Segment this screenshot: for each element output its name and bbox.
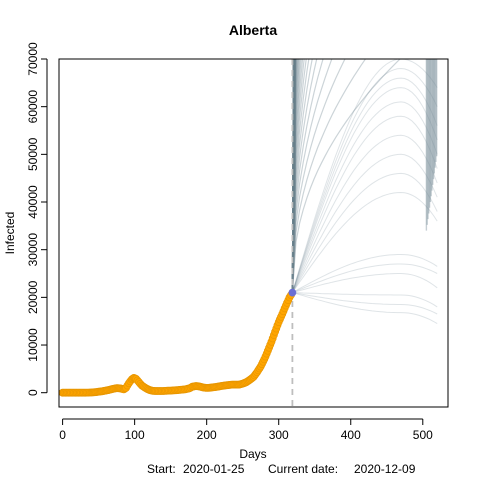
forecast-trajectory xyxy=(291,59,333,293)
x-tick-label: 200 xyxy=(197,428,217,442)
forecast-trajectory xyxy=(291,59,318,293)
plot-frame xyxy=(58,58,449,408)
y-tick-label: 30000 xyxy=(26,233,40,267)
y-tick-label: 70000 xyxy=(26,42,40,76)
forecast-trajectory xyxy=(291,153,438,293)
forecast-trajectory xyxy=(291,59,346,293)
y-axis: 0 10000 20000 30000 40000 50000 60000 70000 xyxy=(26,42,48,396)
forecast-trajectory xyxy=(291,191,438,293)
forecast-trajectory xyxy=(291,134,438,293)
x-axis-label: Days xyxy=(239,447,266,461)
footer-start-date: 2020-01-25 xyxy=(183,462,245,476)
forecast-trajectory xyxy=(292,292,438,315)
x-axis: 0 100 200 300 400 500 xyxy=(59,418,433,442)
footer: Start: 2020-01-25 Current date: 2020-12-… xyxy=(147,462,416,476)
forecast-trajectory xyxy=(291,172,438,293)
observed-layer xyxy=(59,288,297,397)
forecast-trajectory xyxy=(292,273,438,294)
x-tick-label: 400 xyxy=(341,428,361,442)
footer-current-date: 2020-12-09 xyxy=(354,462,416,476)
footer-current-label: Current date: xyxy=(268,462,338,476)
current-point xyxy=(288,288,297,297)
y-tick-label: 60000 xyxy=(26,90,40,124)
y-tick-label: 0 xyxy=(26,389,40,396)
forecast-trajectory xyxy=(291,59,401,293)
forecast-trajectory xyxy=(292,292,438,308)
forecast-layer xyxy=(291,59,438,325)
chart-title: Alberta xyxy=(229,22,277,38)
y-tick-label: 40000 xyxy=(26,185,40,219)
forecast-trajectory xyxy=(291,59,324,293)
forecast-trajectory xyxy=(292,263,438,294)
forecast-trajectory xyxy=(291,67,438,293)
forecast-trajectory xyxy=(291,59,367,293)
y-tick-label: 20000 xyxy=(26,280,40,314)
footer-start-label: Start: xyxy=(147,462,176,476)
y-tick-label: 50000 xyxy=(26,137,40,171)
forecast-trajectory xyxy=(291,115,438,293)
y-axis-label: Infected xyxy=(3,212,17,255)
forecast-trajectory xyxy=(291,101,438,293)
forecast-trajectory xyxy=(292,254,438,294)
x-tick-label: 100 xyxy=(125,428,145,442)
x-tick-label: 500 xyxy=(413,428,433,442)
forecast-trajectory xyxy=(291,59,438,293)
y-tick-label: 10000 xyxy=(26,328,40,362)
forecast-trajectory xyxy=(292,292,438,325)
x-tick-label: 0 xyxy=(59,428,66,442)
forecast-trajectory xyxy=(291,77,438,293)
forecast-trajectory xyxy=(291,87,438,293)
x-tick-label: 300 xyxy=(269,428,289,442)
